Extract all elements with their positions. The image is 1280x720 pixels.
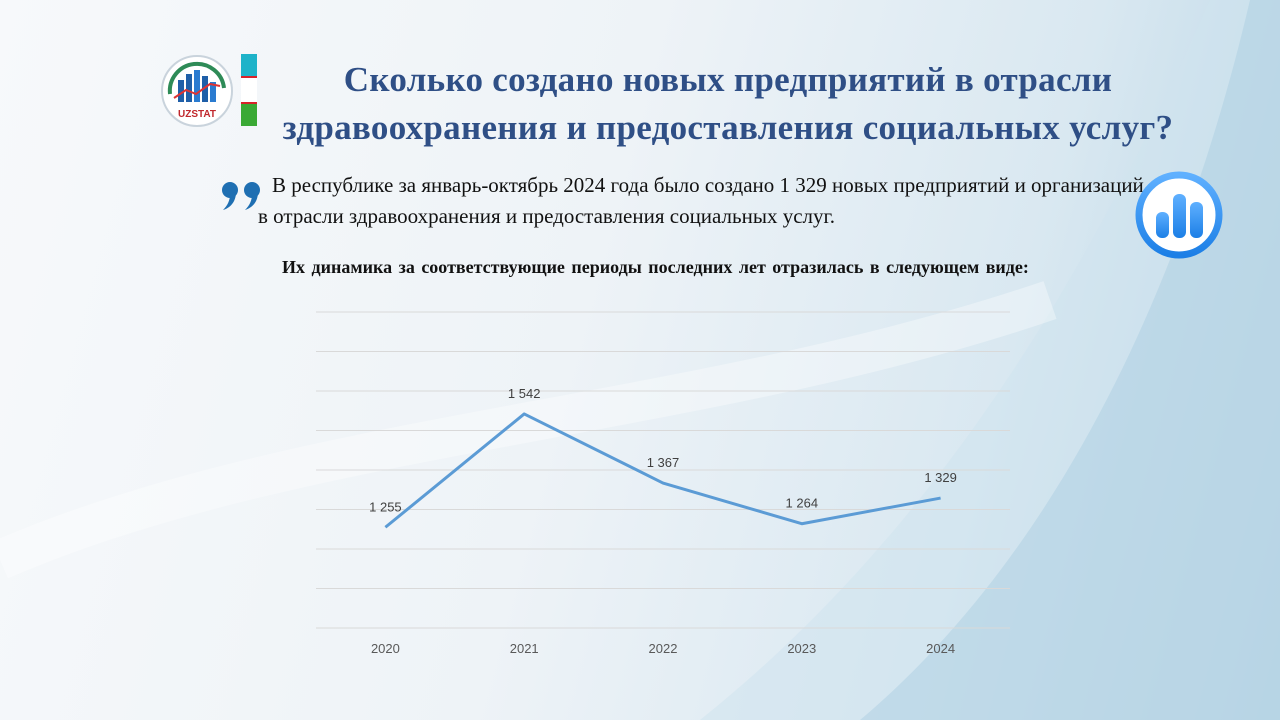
x-tick-label: 2021 <box>510 641 539 656</box>
page-title: Сколько создано новых предприятий в отра… <box>258 56 1198 152</box>
data-label: 1 329 <box>924 470 957 485</box>
data-label: 1 542 <box>508 386 541 401</box>
lead-paragraph: В республике за январь-октябрь 2024 года… <box>258 173 1144 228</box>
title-line-1: Сколько создано новых предприятий в отра… <box>343 60 1113 99</box>
logo-text: UZSTAT <box>178 109 216 120</box>
data-label: 1 255 <box>369 499 402 514</box>
x-tick-label: 2023 <box>787 641 816 656</box>
data-label: 1 264 <box>786 496 819 511</box>
uzstat-logo: UZSTAT <box>161 55 233 127</box>
chart-subtitle: Их динамика за соответствующие периоды п… <box>282 257 1029 277</box>
x-tick-label: 2022 <box>649 641 678 656</box>
uzbekistan-flag-strip <box>241 54 257 126</box>
x-tick-label: 2024 <box>926 641 955 656</box>
bar-chart-icon <box>1135 171 1223 259</box>
data-label: 1 367 <box>647 455 680 470</box>
title-line-2: здравоохранения и предоставления социаль… <box>282 108 1174 147</box>
quote-icon <box>220 152 264 224</box>
x-tick-label: 2020 <box>371 641 400 656</box>
